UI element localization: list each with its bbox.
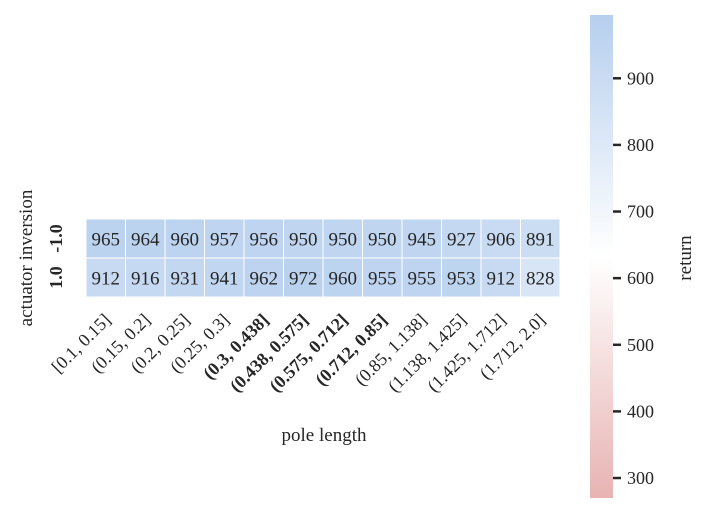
- y-tick-label: -1.0: [46, 224, 66, 253]
- cell-value-label: 927: [447, 230, 476, 251]
- cell-value-label: 828: [526, 269, 555, 290]
- cell-value-label: 953: [447, 269, 476, 290]
- colorbar-tick-label: 500: [627, 335, 654, 355]
- heatmap-cells: [85, 218, 561, 298]
- cell-value-label: 950: [289, 230, 318, 251]
- cell-value-label: 906: [487, 230, 516, 251]
- cell-value-label: 955: [408, 269, 437, 290]
- cell-value-label: 931: [171, 269, 200, 290]
- y-axis-tick-labels: -1.0 1.0: [46, 224, 66, 289]
- heatmap-cell: [520, 218, 561, 259]
- heatmap-cell: [401, 257, 442, 298]
- colorbar-gradient: [590, 15, 613, 498]
- cell-value-label: 960: [171, 230, 200, 251]
- heatmap-cell: [243, 257, 284, 298]
- colorbar-tick-label: 600: [627, 268, 654, 288]
- cell-value-label: 950: [329, 230, 358, 251]
- colorbar-tick-label: 800: [627, 135, 654, 155]
- cell-value-label: 960: [329, 269, 358, 290]
- heatmap-cell: [480, 257, 521, 298]
- x-axis-label: pole length: [282, 425, 367, 446]
- heatmap-cell: [283, 257, 324, 298]
- heatmap-value-labels: 965 964 960 957 956 950 950 950 945 927 906 891 912 9…: [92, 230, 555, 290]
- colorbar: 300 400 500 600 700 800 900 return: [590, 15, 696, 498]
- heatmap-cell: [441, 218, 482, 259]
- y-axis-label: actuator inversion: [16, 189, 37, 326]
- heatmap-cell: [362, 218, 403, 259]
- heatmap-cell: [322, 257, 363, 298]
- cell-value-label: 965: [92, 230, 121, 251]
- cell-value-label: 962: [250, 269, 279, 290]
- heatmap-cell: [520, 257, 561, 298]
- colorbar-tick-label: 700: [627, 202, 654, 222]
- colorbar-ticks: 300 400 500 600 700 800 900: [613, 68, 654, 488]
- cell-value-label: 972: [289, 269, 318, 290]
- heatmap-cell: [85, 257, 126, 298]
- heatmap-cell: [441, 257, 482, 298]
- cell-value-label: 891: [526, 230, 555, 251]
- heatmap-cell: [85, 218, 126, 259]
- heatmap-cell: [125, 257, 166, 298]
- heatmap-cell: [283, 218, 324, 259]
- heatmap-cell: [204, 257, 245, 298]
- cell-value-label: 945: [408, 230, 437, 251]
- cell-value-label: 957: [210, 230, 239, 251]
- y-tick-label: 1.0: [46, 266, 66, 289]
- cell-value-label: 916: [131, 269, 160, 290]
- colorbar-tick-label: 300: [627, 468, 654, 488]
- cell-value-label: 950: [368, 230, 397, 251]
- colorbar-tick-label: 400: [627, 401, 654, 421]
- cell-value-label: 964: [131, 230, 160, 251]
- x-axis-tick-labels: [0.1, 0.15](0.15, 0.2](0.2, 0.25](0.25, …: [47, 310, 549, 397]
- colorbar-label: return: [675, 235, 696, 281]
- cell-value-label: 955: [368, 269, 397, 290]
- cell-value-label: 956: [250, 230, 279, 251]
- cell-value-label: 941: [210, 269, 239, 290]
- colorbar-tick-label: 900: [627, 68, 654, 88]
- cell-value-label: 912: [92, 269, 121, 290]
- heatmap-cell: [362, 257, 403, 298]
- cell-value-label: 912: [487, 269, 516, 290]
- heatmap-cell: [125, 218, 166, 259]
